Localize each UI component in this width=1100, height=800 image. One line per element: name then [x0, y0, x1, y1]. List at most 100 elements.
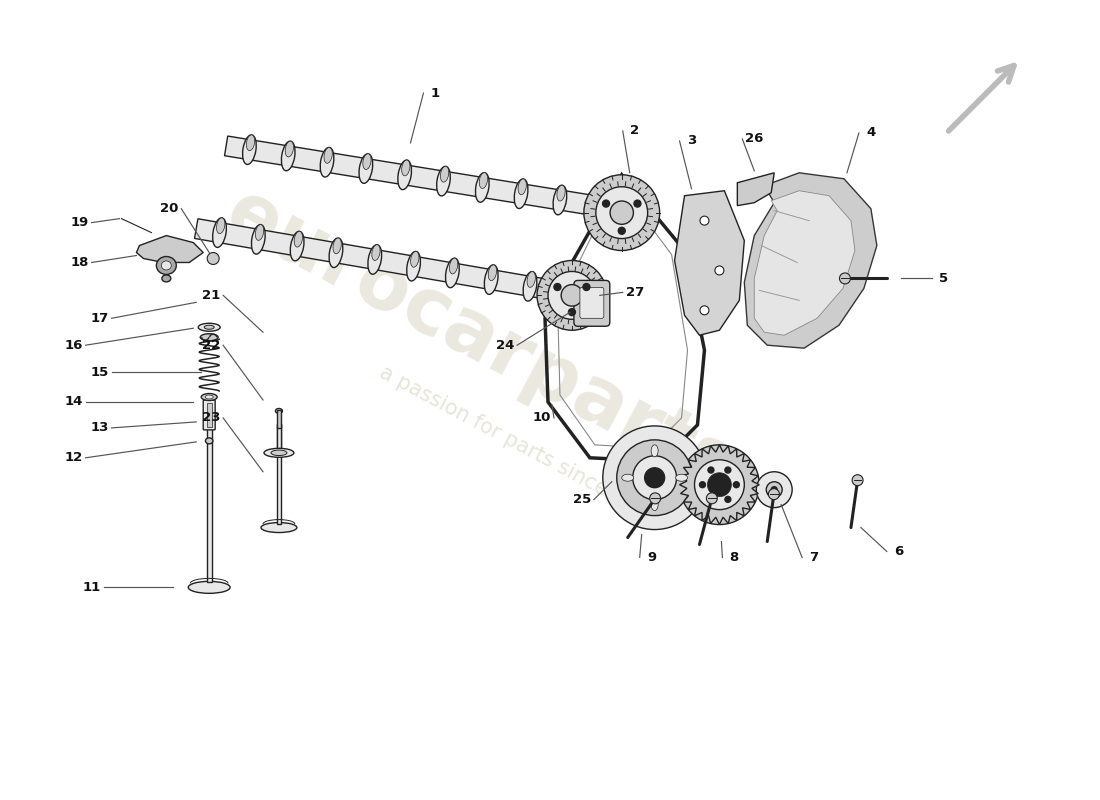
Text: 25: 25: [573, 493, 591, 506]
Ellipse shape: [675, 474, 688, 482]
Text: 24: 24: [496, 338, 515, 352]
Ellipse shape: [246, 135, 255, 150]
Text: 23: 23: [202, 411, 220, 425]
Ellipse shape: [198, 323, 220, 331]
Ellipse shape: [205, 326, 214, 330]
Text: 15: 15: [90, 366, 109, 378]
Circle shape: [771, 486, 778, 493]
Ellipse shape: [217, 218, 224, 234]
Circle shape: [603, 200, 609, 207]
Ellipse shape: [162, 275, 170, 282]
Text: 21: 21: [202, 289, 220, 302]
Ellipse shape: [201, 394, 217, 401]
Ellipse shape: [264, 448, 294, 458]
Polygon shape: [737, 173, 774, 206]
Text: 26: 26: [745, 133, 763, 146]
Text: 3: 3: [686, 134, 696, 147]
Circle shape: [207, 253, 219, 265]
Circle shape: [700, 306, 708, 314]
Text: 27: 27: [626, 286, 644, 299]
Circle shape: [715, 266, 724, 275]
Circle shape: [603, 426, 706, 530]
Circle shape: [561, 285, 583, 306]
Circle shape: [554, 283, 561, 290]
Ellipse shape: [398, 160, 411, 190]
Circle shape: [584, 174, 660, 250]
Ellipse shape: [553, 186, 566, 215]
Ellipse shape: [156, 257, 176, 274]
Bar: [195, 218, 566, 302]
Circle shape: [852, 474, 864, 486]
Circle shape: [708, 467, 714, 473]
Bar: [207, 428, 211, 582]
Circle shape: [725, 467, 730, 473]
Ellipse shape: [320, 147, 334, 177]
Ellipse shape: [515, 179, 528, 209]
Ellipse shape: [261, 522, 297, 533]
Ellipse shape: [271, 450, 287, 455]
Text: 14: 14: [65, 395, 82, 409]
Text: 5: 5: [939, 272, 948, 285]
Text: 12: 12: [65, 451, 82, 464]
FancyBboxPatch shape: [574, 281, 609, 326]
Ellipse shape: [621, 474, 634, 482]
Circle shape: [645, 468, 664, 488]
Circle shape: [548, 271, 596, 319]
Text: 2: 2: [630, 125, 639, 138]
Ellipse shape: [475, 173, 490, 202]
Ellipse shape: [446, 258, 460, 288]
Circle shape: [610, 201, 634, 224]
Circle shape: [634, 200, 641, 207]
Circle shape: [632, 456, 676, 500]
Ellipse shape: [484, 265, 498, 294]
Ellipse shape: [601, 199, 618, 217]
Circle shape: [734, 482, 739, 488]
Ellipse shape: [333, 238, 341, 254]
Circle shape: [596, 186, 648, 238]
Circle shape: [583, 283, 590, 290]
Ellipse shape: [651, 498, 658, 510]
Polygon shape: [680, 445, 759, 525]
Bar: [277, 424, 280, 449]
Ellipse shape: [285, 141, 294, 157]
Text: 4: 4: [867, 126, 876, 139]
Circle shape: [680, 445, 759, 525]
Circle shape: [694, 460, 745, 510]
Text: 19: 19: [70, 216, 89, 229]
Circle shape: [767, 482, 782, 498]
Circle shape: [617, 440, 693, 515]
Ellipse shape: [294, 231, 302, 247]
Circle shape: [569, 309, 575, 315]
Text: 22: 22: [202, 338, 220, 352]
Circle shape: [839, 273, 850, 284]
Ellipse shape: [651, 445, 658, 457]
Text: 8: 8: [729, 551, 739, 564]
Ellipse shape: [252, 225, 265, 254]
Ellipse shape: [188, 582, 230, 594]
Ellipse shape: [563, 279, 595, 311]
Ellipse shape: [527, 271, 536, 287]
Ellipse shape: [359, 154, 373, 183]
Polygon shape: [674, 190, 745, 335]
Circle shape: [650, 493, 661, 504]
Text: 9: 9: [647, 551, 657, 564]
Ellipse shape: [440, 166, 449, 182]
Ellipse shape: [557, 186, 565, 201]
Circle shape: [537, 261, 607, 330]
Circle shape: [769, 489, 780, 500]
Circle shape: [708, 496, 714, 502]
Ellipse shape: [162, 261, 172, 270]
Text: 20: 20: [161, 202, 178, 215]
Bar: [277, 424, 282, 523]
Ellipse shape: [290, 231, 304, 261]
Text: a passion for parts since 1985: a passion for parts since 1985: [376, 362, 664, 528]
Polygon shape: [136, 235, 204, 262]
Ellipse shape: [571, 286, 588, 304]
Text: 18: 18: [70, 256, 89, 269]
Ellipse shape: [437, 166, 450, 196]
Text: 6: 6: [894, 545, 903, 558]
Ellipse shape: [275, 409, 283, 414]
Polygon shape: [745, 173, 877, 348]
Ellipse shape: [410, 251, 419, 267]
Text: 7: 7: [810, 551, 818, 564]
